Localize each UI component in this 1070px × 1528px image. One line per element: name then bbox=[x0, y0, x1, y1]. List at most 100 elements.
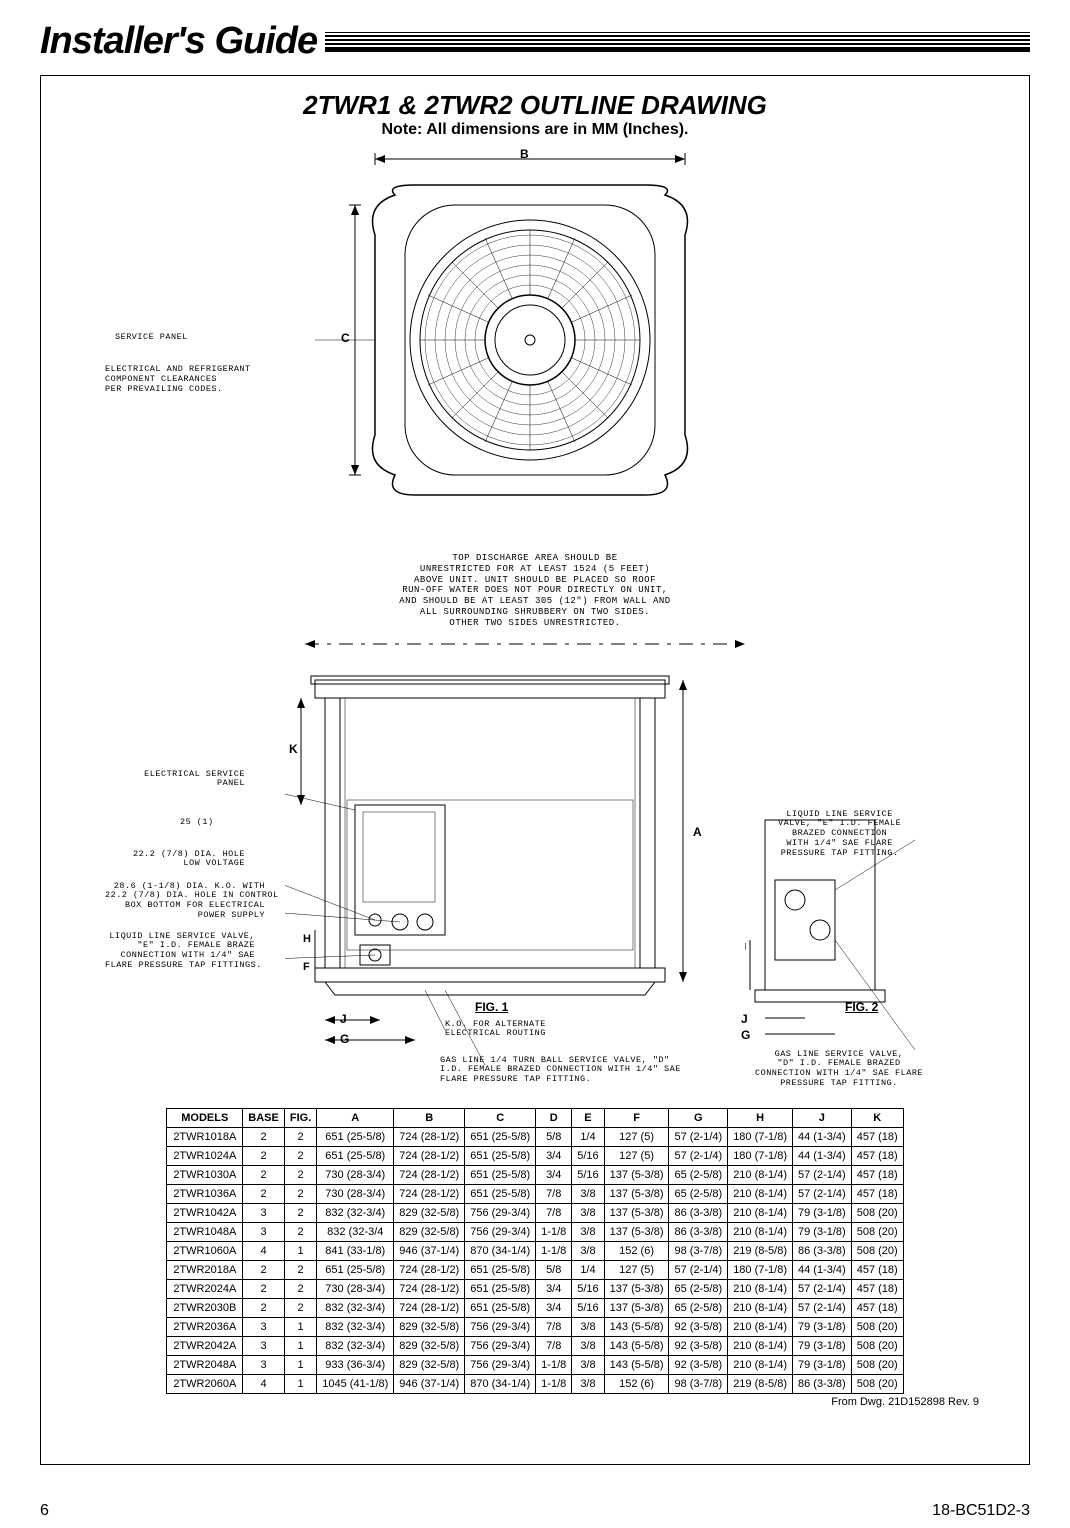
table-cell: 7/8 bbox=[536, 1203, 572, 1222]
table-cell: 5/16 bbox=[572, 1298, 604, 1317]
table-cell: 1 bbox=[284, 1355, 316, 1374]
header-hatch bbox=[325, 32, 1030, 52]
table-cell: 3/8 bbox=[572, 1222, 604, 1241]
table-cell: 79 (3-1/8) bbox=[793, 1336, 852, 1355]
gas1-label: GAS LINE 1/4 TURN BALL SERVICE VALVE, "D… bbox=[440, 1056, 681, 1085]
table-cell: 57 (2-1/4) bbox=[793, 1184, 852, 1203]
table-cell: 92 (3-5/8) bbox=[669, 1355, 728, 1374]
table-cell: 724 (28-1/2) bbox=[394, 1260, 465, 1279]
table-cell: 724 (28-1/2) bbox=[394, 1146, 465, 1165]
table-cell: 457 (18) bbox=[851, 1260, 903, 1279]
table-cell: 2 bbox=[284, 1203, 316, 1222]
table-cell: 2 bbox=[243, 1184, 285, 1203]
table-row: 2TWR2024A22730 (28-3/4)724 (28-1/2)651 (… bbox=[167, 1279, 903, 1298]
table-cell: 57 (2-1/4) bbox=[669, 1146, 728, 1165]
table-cell: 57 (2-1/4) bbox=[669, 1127, 728, 1146]
table-header-row: MODELSBASEFIG.ABCDEFGHJK bbox=[167, 1108, 903, 1127]
table-cell: 2TWR2042A bbox=[167, 1336, 243, 1355]
table-cell: 143 (5-5/8) bbox=[604, 1317, 669, 1336]
table-cell: 724 (28-1/2) bbox=[394, 1184, 465, 1203]
table-cell: 2 bbox=[284, 1260, 316, 1279]
table-cell: 210 (8-1/4) bbox=[728, 1184, 793, 1203]
content-frame: 2TWR1 & 2TWR2 OUTLINE DRAWING Note: All … bbox=[40, 75, 1030, 1465]
clearances-note: ELECTRICAL AND REFRIGERANT COMPONENT CLE… bbox=[105, 365, 251, 394]
page-number: 6 bbox=[40, 1502, 49, 1520]
table-cell: 57 (2-1/4) bbox=[793, 1279, 852, 1298]
dim-k-label: K bbox=[289, 742, 298, 756]
dim-g-label: G bbox=[340, 1032, 349, 1046]
table-cell: 98 (3-7/8) bbox=[669, 1374, 728, 1393]
table-cell: 756 (29-3/4) bbox=[465, 1203, 536, 1222]
table-cell: 651 (25-5/8) bbox=[317, 1260, 394, 1279]
table-cell: 3/8 bbox=[572, 1336, 604, 1355]
col-header: A bbox=[317, 1108, 394, 1127]
dim-g2-label: G bbox=[741, 1028, 750, 1042]
table-cell: 832 (32-3/4) bbox=[317, 1317, 394, 1336]
table-cell: 2TWR2030B bbox=[167, 1298, 243, 1317]
topview-diagram: B C SERVICE PANEL ELECTRICAL AND REFRIGE… bbox=[105, 145, 965, 545]
table-cell: 508 (20) bbox=[851, 1355, 903, 1374]
table-cell: 57 (2-1/4) bbox=[669, 1260, 728, 1279]
svg-text:F: F bbox=[303, 961, 310, 973]
table-cell: 7/8 bbox=[536, 1317, 572, 1336]
table-cell: 219 (8-5/8) bbox=[728, 1241, 793, 1260]
table-row: 2TWR1060A41841 (33-1/8)946 (37-1/4)870 (… bbox=[167, 1241, 903, 1260]
divider-dash bbox=[105, 635, 965, 653]
col-header: D bbox=[536, 1108, 572, 1127]
table-cell: 79 (3-1/8) bbox=[793, 1317, 852, 1336]
dim-j2-label: J bbox=[741, 1012, 748, 1026]
table-cell: 841 (33-1/8) bbox=[317, 1241, 394, 1260]
table-cell: 832 (32-3/4 bbox=[317, 1222, 394, 1241]
svg-text:H: H bbox=[745, 942, 746, 953]
table-cell: 152 (6) bbox=[604, 1374, 669, 1393]
table-cell: 1/4 bbox=[572, 1260, 604, 1279]
table-cell: 210 (8-1/4) bbox=[728, 1317, 793, 1336]
table-cell: 756 (29-3/4) bbox=[465, 1336, 536, 1355]
table-cell: 2 bbox=[284, 1279, 316, 1298]
table-cell: 210 (8-1/4) bbox=[728, 1355, 793, 1374]
table-cell: 44 (1-3/4) bbox=[793, 1146, 852, 1165]
table-cell: 98 (3-7/8) bbox=[669, 1241, 728, 1260]
table-cell: 651 (25-5/8) bbox=[465, 1260, 536, 1279]
col-header: B bbox=[394, 1108, 465, 1127]
table-cell: 4 bbox=[243, 1241, 285, 1260]
table-cell: 92 (3-5/8) bbox=[669, 1317, 728, 1336]
table-cell: 730 (28-3/4) bbox=[317, 1184, 394, 1203]
table-cell: 127 (5) bbox=[604, 1146, 669, 1165]
col-header: MODELS bbox=[167, 1108, 243, 1127]
section-note: Note: All dimensions are in MM (Inches). bbox=[61, 121, 1009, 139]
table-cell: 3/8 bbox=[572, 1241, 604, 1260]
table-cell: 79 (3-1/8) bbox=[793, 1222, 852, 1241]
section-title: 2TWR1 & 2TWR2 OUTLINE DRAWING bbox=[61, 90, 1009, 121]
col-header: F bbox=[604, 1108, 669, 1127]
table-row: 2TWR1048A32832 (32-3/4829 (32-5/8)756 (2… bbox=[167, 1222, 903, 1241]
table-cell: 5/16 bbox=[572, 1165, 604, 1184]
table-cell: 5/8 bbox=[536, 1127, 572, 1146]
table-cell: 3/4 bbox=[536, 1298, 572, 1317]
table-cell: 508 (20) bbox=[851, 1241, 903, 1260]
table-cell: 143 (5-5/8) bbox=[604, 1336, 669, 1355]
table-cell: 2TWR1018A bbox=[167, 1127, 243, 1146]
col-header: FIG. bbox=[284, 1108, 316, 1127]
guide-title: Installer's Guide bbox=[40, 20, 317, 63]
table-cell: 2TWR1024A bbox=[167, 1146, 243, 1165]
table-row: 2TWR2048A31933 (36-3/4)829 (32-5/8)756 (… bbox=[167, 1355, 903, 1374]
table-row: 2TWR2030B22832 (32-3/4)724 (28-1/2)651 (… bbox=[167, 1298, 903, 1317]
table-cell: 730 (28-3/4) bbox=[317, 1165, 394, 1184]
table-cell: 457 (18) bbox=[851, 1127, 903, 1146]
table-row: 2TWR2060A411045 (41-1/8)946 (37-1/4)870 … bbox=[167, 1374, 903, 1393]
table-cell: 829 (32-5/8) bbox=[394, 1203, 465, 1222]
col-header: H bbox=[728, 1108, 793, 1127]
table-cell: 730 (28-3/4) bbox=[317, 1279, 394, 1298]
table-cell: 724 (28-1/2) bbox=[394, 1298, 465, 1317]
table-cell: 137 (5-3/8) bbox=[604, 1298, 669, 1317]
svg-text:H: H bbox=[303, 933, 311, 945]
table-cell: 5/16 bbox=[572, 1279, 604, 1298]
table-cell: 1 bbox=[284, 1336, 316, 1355]
table-cell: 2 bbox=[243, 1165, 285, 1184]
table-cell: 457 (18) bbox=[851, 1184, 903, 1203]
table-cell: 5/16 bbox=[572, 1146, 604, 1165]
table-cell: 508 (20) bbox=[851, 1336, 903, 1355]
table-cell: 65 (2-5/8) bbox=[669, 1298, 728, 1317]
table-cell: 3/8 bbox=[572, 1374, 604, 1393]
